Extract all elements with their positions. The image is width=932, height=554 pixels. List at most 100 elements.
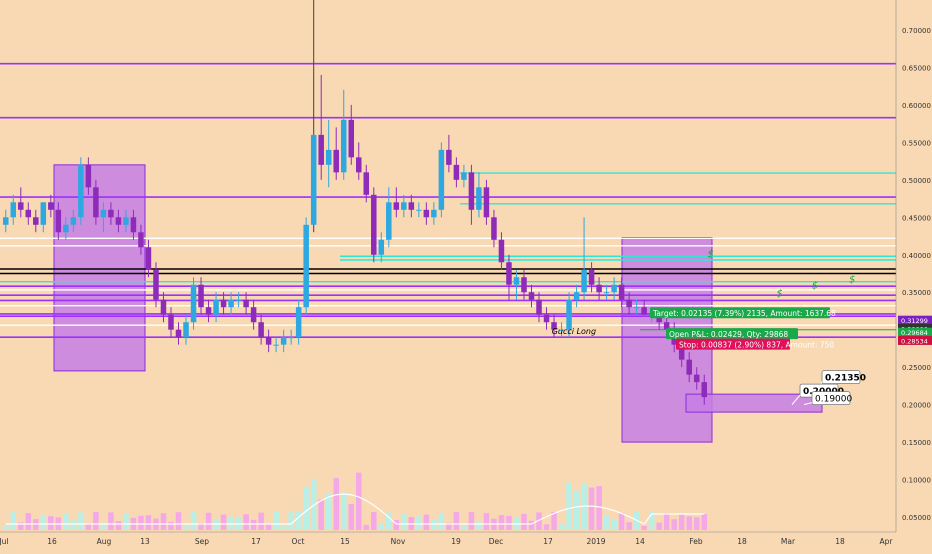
candle-body [618, 284, 625, 300]
dollar-marker: $ [849, 274, 855, 285]
y-tick-label: 0.40000 [902, 252, 931, 260]
volume-bar [63, 513, 69, 530]
candle-body [348, 119, 354, 158]
volume-bar [393, 520, 400, 530]
trade-label-text: Open P&L: 0.02429, Qty: 29868 [669, 330, 788, 339]
volume-bar [303, 486, 309, 530]
volume-bar [93, 512, 99, 530]
candle-body [513, 277, 520, 285]
candle-body [393, 202, 400, 210]
candle-body [288, 337, 294, 339]
volume-bar [348, 504, 354, 530]
price-badge-text: 0.29684 [901, 329, 928, 337]
price-callout-text: 0.19000 [815, 395, 852, 405]
y-tick-label: 0.20000 [902, 402, 931, 410]
candle-body [18, 202, 24, 210]
callout-pointer [803, 402, 813, 406]
candle-body [70, 217, 77, 225]
candle-body [453, 164, 460, 180]
candle-body [626, 299, 632, 308]
candle-body [145, 247, 152, 270]
x-tick-label: Jul [0, 537, 9, 546]
y-tick-label: 0.10000 [902, 477, 931, 485]
candle-body [138, 232, 144, 248]
volume-bar [648, 512, 655, 530]
candle-body [611, 284, 617, 293]
dollar-marker: $ [776, 289, 782, 300]
volume-bar [198, 522, 204, 530]
candle-body [190, 284, 197, 323]
volume-bar [243, 514, 249, 530]
volume-bar [521, 513, 527, 530]
candle-body [333, 149, 339, 173]
volume-bar [310, 478, 317, 530]
volume-bar [498, 515, 505, 530]
candle-body [243, 299, 249, 308]
volume-bar [115, 520, 122, 530]
volume-bar [446, 522, 452, 530]
volume-bar [333, 478, 339, 530]
candle-body [78, 164, 84, 218]
volume-bar [461, 525, 467, 530]
candle-body [461, 172, 467, 180]
candle-body [250, 307, 257, 323]
candle-body [416, 209, 422, 211]
candle-body [3, 217, 9, 225]
volume-bar [483, 513, 490, 530]
y-tick-label: 0.65000 [902, 64, 931, 72]
candle-body [130, 217, 137, 233]
candle-body [371, 194, 377, 255]
candle-body [356, 157, 362, 173]
volume-bar [100, 524, 107, 530]
y-axis-background [896, 0, 932, 550]
volume-bar [468, 512, 475, 530]
candle-body [10, 202, 17, 218]
candle-body [183, 322, 189, 338]
volume-bar [566, 482, 572, 530]
volume-bar [258, 512, 264, 530]
volume-bar [663, 512, 670, 530]
volume-bar [626, 522, 632, 530]
volume-bar [633, 512, 640, 530]
volume-bar [3, 526, 9, 530]
candle-body [386, 202, 392, 240]
volume-bar [401, 514, 407, 530]
trade-label-box [676, 338, 790, 350]
volume-bar [431, 519, 437, 530]
y-tick-label: 0.50000 [902, 177, 931, 185]
volume-bar [280, 525, 287, 530]
volume-bar [183, 525, 189, 530]
volume-bar [438, 512, 445, 530]
volume-bar [551, 512, 557, 530]
volume-bar [40, 514, 47, 530]
x-tick-label: 15 [340, 537, 350, 546]
dollar-marker: $ [812, 280, 818, 291]
candle-body [295, 307, 302, 338]
candle-body [558, 329, 565, 331]
candle-body [596, 284, 602, 293]
volume-bar [356, 472, 362, 530]
candle-body [115, 217, 122, 225]
volume-bar [340, 492, 347, 530]
y-tick-label: 0.25000 [902, 364, 931, 372]
candle-body [446, 149, 452, 165]
y-tick-label: 0.15000 [902, 439, 931, 447]
candle-body [431, 209, 437, 218]
x-tick-label: Feb [689, 537, 703, 546]
volume-bar [205, 512, 212, 530]
candle-body [325, 149, 332, 165]
volume-bar [265, 523, 272, 530]
candle-body [213, 299, 219, 315]
volume-bar [671, 519, 677, 530]
x-tick-label: 13 [140, 537, 150, 546]
candle-body [543, 314, 550, 323]
y-tick-label: 0.70000 [902, 27, 931, 35]
x-tick-label: 16 [47, 537, 57, 546]
x-tick-label: Oct [292, 537, 305, 546]
x-tick-label: Dec [489, 537, 504, 546]
x-tick-label: Aug [97, 537, 112, 546]
candle-body [55, 209, 62, 233]
candle-body [588, 269, 595, 285]
x-tick-label: Apr [880, 537, 894, 546]
volume-bar [386, 512, 392, 530]
